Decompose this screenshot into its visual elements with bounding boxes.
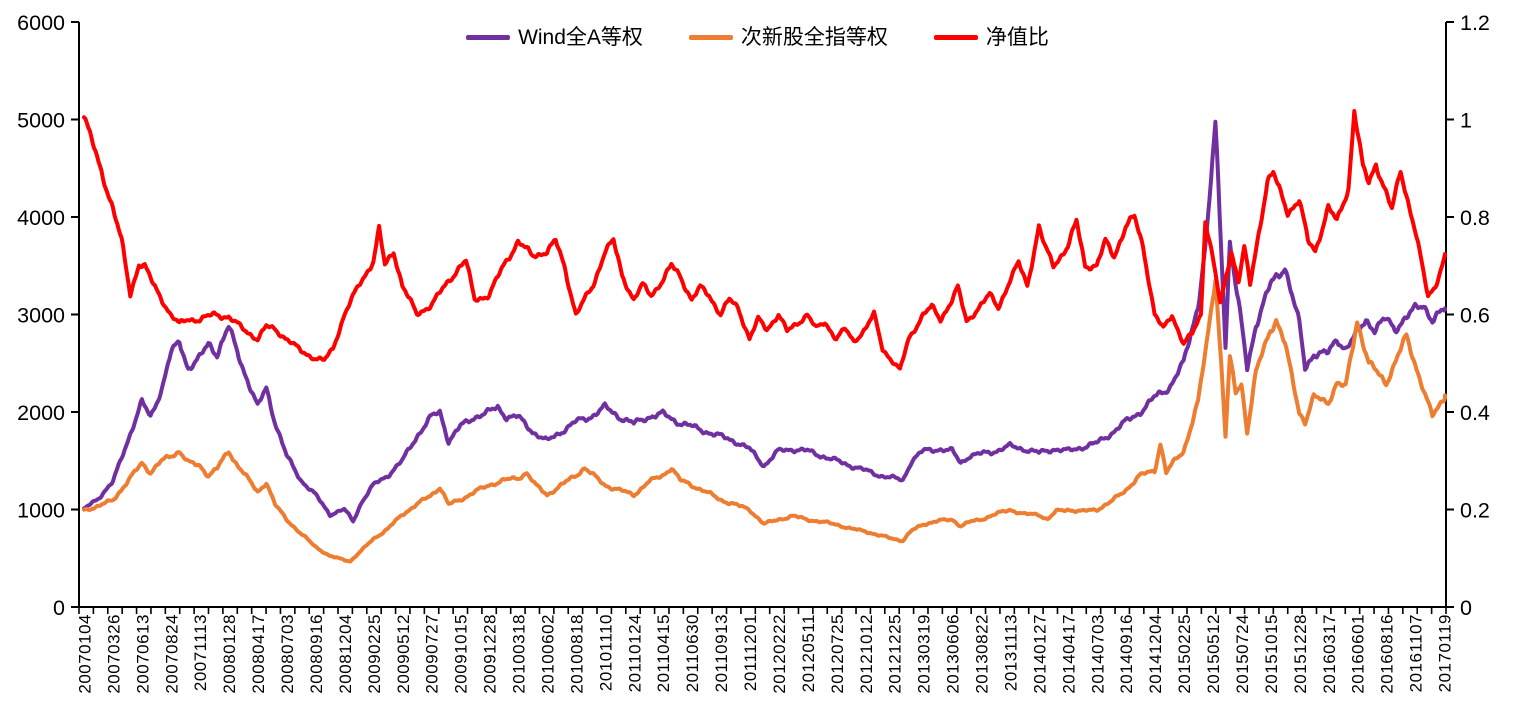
legend-label: Wind全A等权: [518, 26, 643, 49]
svg-text:20091015: 20091015: [452, 614, 471, 694]
svg-text:20130319: 20130319: [915, 614, 934, 694]
svg-text:20170119: 20170119: [1436, 614, 1455, 692]
chart-legend: Wind全A等权 次新股全指等权 净值比: [0, 27, 1515, 48]
svg-text:20140417: 20140417: [1059, 614, 1078, 694]
svg-text:20070824: 20070824: [162, 614, 181, 694]
svg-text:20100818: 20100818: [567, 614, 586, 694]
svg-text:20151015: 20151015: [1262, 614, 1281, 694]
svg-text:20150724: 20150724: [1233, 614, 1252, 694]
svg-text:20080417: 20080417: [249, 614, 268, 694]
purple-line-swatch-icon: [466, 35, 511, 40]
series-line-2: [82, 109, 1447, 371]
svg-text:20070613: 20070613: [133, 614, 152, 694]
svg-text:20160601: 20160601: [1349, 614, 1368, 694]
svg-text:20090225: 20090225: [365, 614, 384, 694]
legend-item-subnew-stocks: 次新股全指等权: [688, 26, 888, 49]
svg-text:20131113: 20131113: [1001, 614, 1020, 691]
series-line-0: [82, 119, 1447, 524]
svg-text:1000: 1000: [17, 499, 65, 523]
svg-text:0: 0: [1460, 596, 1472, 620]
svg-text:4000: 4000: [17, 206, 65, 230]
svg-text:20080703: 20080703: [278, 614, 297, 694]
series-line-1: [82, 278, 1447, 564]
svg-text:20080128: 20080128: [220, 614, 239, 694]
legend-item-wind-all-a: Wind全A等权: [466, 27, 643, 48]
svg-text:20080916: 20080916: [307, 614, 326, 694]
svg-text:20070326: 20070326: [104, 614, 123, 694]
svg-text:20130822: 20130822: [973, 614, 992, 694]
svg-text:1.2: 1.2: [1460, 11, 1490, 35]
svg-text:20101110: 20101110: [596, 614, 615, 691]
svg-text:20110913: 20110913: [712, 614, 731, 692]
svg-text:3000: 3000: [17, 304, 65, 328]
svg-text:20090727: 20090727: [423, 614, 442, 694]
svg-text:20120725: 20120725: [828, 614, 847, 694]
svg-text:0.8: 0.8: [1460, 206, 1490, 230]
svg-text:20120222: 20120222: [770, 614, 789, 694]
svg-text:20091228: 20091228: [481, 614, 500, 694]
legend-item-nav-ratio: 净值比: [933, 26, 1049, 49]
svg-text:20110415: 20110415: [654, 614, 673, 692]
svg-text:20110124: 20110124: [625, 614, 644, 692]
svg-text:20071113: 20071113: [191, 614, 210, 691]
svg-text:20121012: 20121012: [857, 614, 876, 694]
svg-text:20141204: 20141204: [1146, 614, 1165, 694]
svg-text:6000: 6000: [17, 11, 65, 35]
svg-text:20140916: 20140916: [1117, 614, 1136, 694]
svg-text:5000: 5000: [17, 109, 65, 133]
red-line-swatch-icon: [933, 35, 978, 40]
svg-text:20160317: 20160317: [1320, 614, 1339, 694]
svg-text:20111201: 20111201: [741, 614, 760, 691]
svg-text:20140703: 20140703: [1088, 614, 1107, 694]
svg-text:20150225: 20150225: [1175, 614, 1194, 694]
svg-text:20161107: 20161107: [1407, 614, 1426, 692]
svg-text:20081204: 20081204: [336, 614, 355, 694]
svg-text:20150512: 20150512: [1204, 614, 1223, 694]
svg-text:20151228: 20151228: [1291, 614, 1310, 694]
svg-text:20070104: 20070104: [76, 614, 95, 694]
svg-text:20140127: 20140127: [1030, 614, 1049, 694]
svg-text:0.6: 0.6: [1460, 304, 1490, 328]
svg-text:20121225: 20121225: [886, 614, 905, 694]
legend-label: 次新股全指等权: [740, 26, 888, 49]
svg-text:1: 1: [1460, 109, 1472, 133]
orange-line-swatch-icon: [688, 35, 733, 40]
legend-label: 净值比: [985, 26, 1049, 49]
svg-text:20160816: 20160816: [1378, 614, 1397, 694]
svg-text:0.4: 0.4: [1460, 401, 1490, 425]
svg-text:2000: 2000: [17, 401, 65, 425]
svg-text:20110630: 20110630: [683, 614, 702, 692]
svg-text:0: 0: [53, 596, 65, 620]
svg-text:20090512: 20090512: [394, 614, 413, 694]
svg-text:20120511: 20120511: [799, 614, 818, 692]
svg-text:20100602: 20100602: [538, 614, 557, 694]
svg-text:0.2: 0.2: [1460, 499, 1490, 523]
svg-text:20100318: 20100318: [510, 614, 529, 694]
svg-text:20130606: 20130606: [944, 614, 963, 694]
